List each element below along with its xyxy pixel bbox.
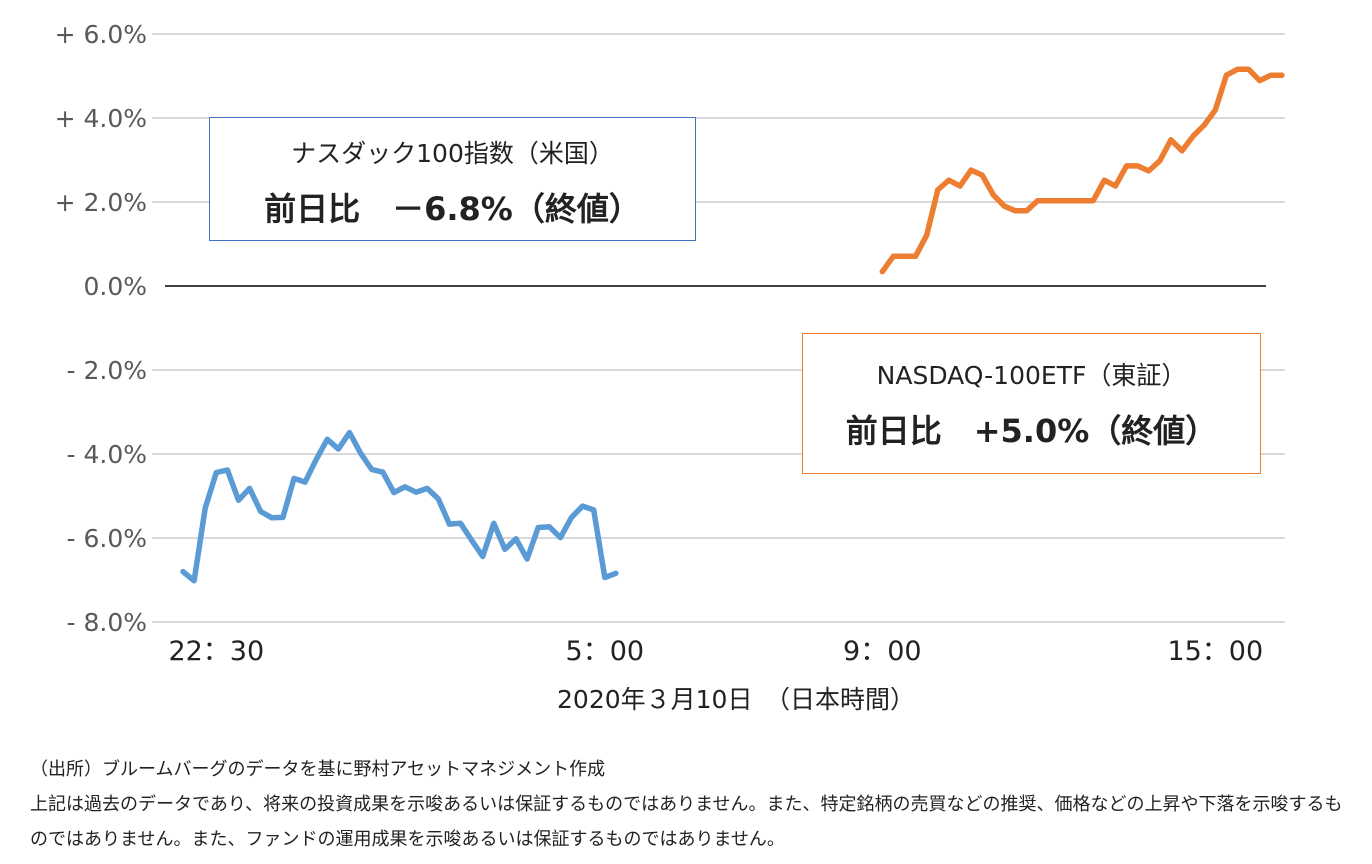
- y-tick-label: + 6.0%: [55, 20, 147, 49]
- y-tick-label: - 4.0%: [67, 440, 147, 469]
- nasdaq100-index-annotation: ナスダック100指数（米国） 前日比 －6.8%（終値）: [209, 117, 696, 241]
- footnotes: （出所）ブルームバーグのデータを基に野村アセットマネジメント作成 上記は過去のデ…: [30, 752, 1360, 857]
- nasdaq100-etf-line: [879, 66, 1285, 275]
- disclaimer-note: 上記は過去のデータであり、将来の投資成果を示唆あるいは保証するものではありません…: [30, 794, 1343, 850]
- y-axis-labels: + 6.0% + 4.0% + 2.0% 0.0% - 2.0% - 4.0% - 6.0%…: [55, 20, 147, 637]
- line-chart: + 6.0% + 4.0% + 2.0% 0.0% - 2.0% - 4.0% - 6.0%…: [55, 20, 1285, 667]
- annotation-change: 前日比 +5.0%（終値）: [845, 412, 1218, 450]
- nasdaq100-etf-annotation: NASDAQ-100ETF（東証） 前日比 +5.0%（終値）: [802, 333, 1261, 474]
- nasdaq100-index-line: [180, 429, 619, 584]
- y-tick-label: + 4.0%: [55, 104, 147, 133]
- x-tick-label: 9：00: [843, 636, 922, 667]
- y-tick-label: - 6.0%: [67, 524, 147, 553]
- annotation-change: 前日比 －6.8%（終値）: [264, 190, 641, 228]
- y-tick-label: - 8.0%: [67, 608, 147, 637]
- x-tick-label: 22：30: [168, 636, 264, 667]
- series-lines: [180, 66, 1285, 584]
- y-tick-label: 0.0%: [83, 272, 147, 301]
- annotation-title: ナスダック100指数（米国）: [291, 139, 614, 168]
- x-tick-label: 5：00: [566, 636, 645, 667]
- x-tick-label: 15：00: [1167, 636, 1263, 667]
- x-axis-title: 2020年３月10日 （日本時間）: [557, 685, 915, 714]
- annotation-title: NASDAQ-100ETF（東証）: [876, 361, 1187, 390]
- y-tick-label: - 2.0%: [67, 356, 147, 385]
- x-axis-labels: 22：30 5：00 9：00 15：00: [168, 636, 1263, 667]
- source-note: （出所）ブルームバーグのデータを基に野村アセットマネジメント作成: [30, 759, 606, 780]
- y-tick-label: + 2.0%: [55, 188, 147, 217]
